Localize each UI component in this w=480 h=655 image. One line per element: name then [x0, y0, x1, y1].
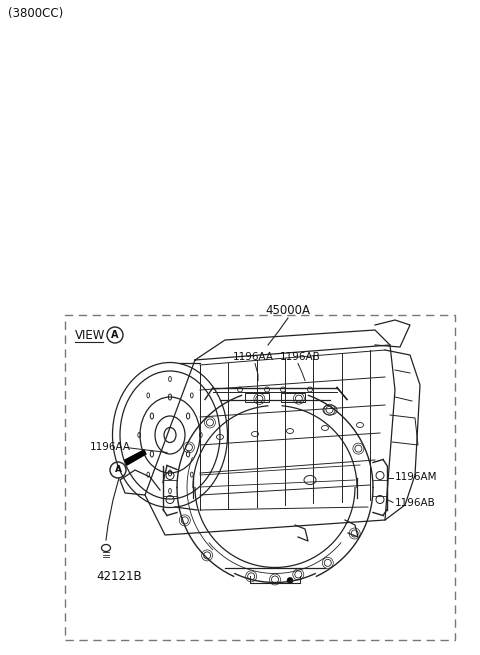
Text: 42121B: 42121B [96, 570, 142, 583]
Text: 1196AM: 1196AM [395, 472, 437, 483]
Text: A: A [111, 330, 119, 340]
Text: 1196AB: 1196AB [395, 498, 436, 508]
Text: 1196AA: 1196AA [232, 352, 274, 362]
Text: 1196AB: 1196AB [280, 352, 320, 362]
Text: (3800CC): (3800CC) [8, 7, 63, 20]
Text: A: A [115, 466, 121, 474]
Text: VIEW: VIEW [75, 329, 106, 342]
Text: 45000A: 45000A [265, 304, 311, 317]
Polygon shape [125, 450, 146, 465]
Text: 1196AA: 1196AA [90, 443, 131, 453]
Circle shape [287, 578, 293, 584]
